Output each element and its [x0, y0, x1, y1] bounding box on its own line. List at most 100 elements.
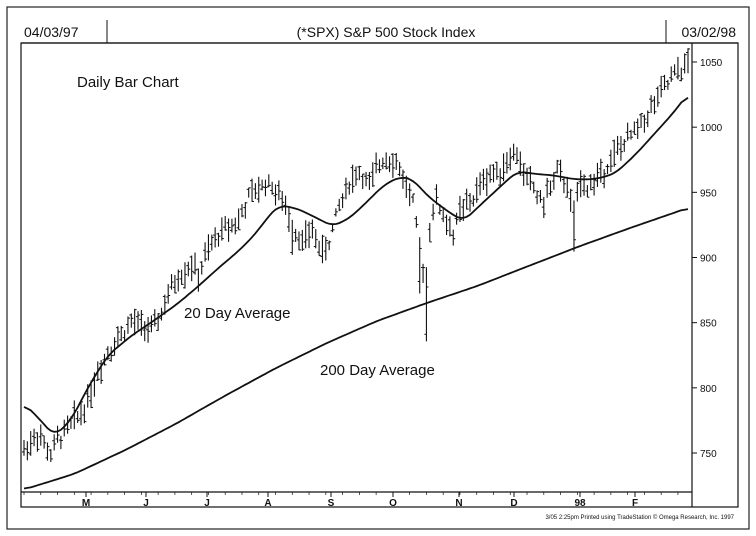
price-bar — [478, 172, 483, 196]
price-bar — [444, 214, 449, 235]
price-bar — [374, 152, 379, 174]
chart-header: 04/03/97 (*SPX) S&P 500 Stock Index 03/0… — [21, 20, 738, 44]
price-bar — [22, 440, 26, 456]
price-bar — [166, 284, 171, 304]
price-bar — [655, 86, 660, 107]
x-tick-label: J — [143, 498, 149, 509]
price-bar — [618, 135, 623, 161]
price-bar — [535, 190, 540, 205]
price-bar — [273, 184, 278, 206]
end-date: 03/02/98 — [682, 24, 737, 40]
price-bar — [481, 168, 486, 190]
annotation-20-day-average: 20 Day Average — [184, 305, 290, 322]
price-bar — [102, 353, 107, 366]
price-bar — [528, 166, 533, 191]
x-tick-label: M — [82, 498, 90, 509]
price-bar — [588, 174, 593, 191]
price-bar — [451, 229, 456, 246]
price-bar — [521, 163, 526, 186]
chart-title: (*SPX) S&P 500 Stock Index — [297, 24, 476, 40]
price-bar — [310, 219, 315, 239]
price-bar — [290, 219, 295, 255]
price-bar — [447, 216, 452, 237]
price-bar — [434, 184, 439, 205]
price-bar — [672, 64, 677, 76]
price-bar — [38, 424, 43, 446]
price-bar — [625, 122, 630, 141]
price-bar — [347, 181, 352, 195]
price-bar — [142, 321, 147, 342]
price-bar — [206, 234, 211, 261]
price-bar — [665, 79, 670, 90]
price-bar — [125, 316, 130, 334]
y-tick-label: 1050 — [700, 58, 723, 69]
price-bar — [189, 255, 194, 282]
price-bar — [45, 442, 50, 461]
price-bar — [675, 56, 680, 80]
plot-frame — [20, 42, 739, 508]
price-bar — [545, 177, 550, 198]
price-bar — [179, 269, 184, 285]
price-bar — [669, 66, 674, 82]
price-bar — [317, 240, 322, 257]
price-bar — [558, 159, 563, 182]
price-bar — [592, 173, 597, 196]
price-bar — [571, 200, 576, 252]
price-bar — [612, 139, 617, 167]
y-tick-label: 750 — [700, 449, 717, 460]
price-bar — [119, 325, 124, 342]
price-bar — [243, 202, 248, 219]
price-bar — [380, 157, 385, 170]
price-bar — [394, 152, 399, 170]
x-tick-label: N — [455, 498, 462, 509]
price-bar — [152, 309, 157, 327]
price-bars — [22, 48, 690, 462]
price-bar — [139, 309, 144, 336]
price-bar — [531, 181, 536, 194]
price-bar — [649, 95, 654, 114]
price-bar — [162, 294, 167, 315]
price-bar — [313, 229, 318, 249]
price-bar — [233, 217, 238, 235]
price-bar — [417, 237, 422, 294]
x-tick-label: A — [264, 498, 271, 509]
x-tick-label: F — [632, 498, 638, 509]
price-bar — [642, 114, 647, 133]
price-bar — [501, 153, 506, 182]
price-bar — [682, 53, 687, 74]
price-bar — [253, 183, 258, 199]
price-bar — [555, 159, 560, 174]
price-bar — [156, 313, 161, 331]
price-bar — [52, 434, 57, 451]
y-tick-label: 950 — [700, 188, 717, 199]
price-bar — [330, 224, 335, 233]
price-bar — [296, 231, 301, 251]
price-bar — [511, 143, 516, 161]
price-bar — [333, 208, 338, 217]
y-tick-label: 900 — [700, 254, 717, 265]
x-tick-label: O — [389, 498, 397, 509]
y-tick-label: 850 — [700, 319, 717, 330]
price-bar — [635, 118, 640, 139]
x-tick-label: 98 — [574, 498, 586, 509]
price-bar — [427, 222, 432, 243]
price-bar — [136, 311, 141, 330]
price-bar — [169, 274, 174, 290]
price-bar — [256, 176, 261, 203]
price-bar — [42, 435, 47, 449]
moving-average-lines — [23, 97, 689, 490]
price-bar — [146, 316, 151, 343]
price-bar — [99, 360, 104, 384]
price-bar — [132, 308, 137, 336]
price-bar — [223, 215, 228, 231]
price-bar — [659, 75, 664, 98]
price-bar — [504, 152, 509, 174]
price-bar — [582, 174, 587, 196]
price-bar — [508, 147, 513, 171]
price-bar — [575, 181, 580, 202]
price-bar — [266, 174, 271, 188]
price-bar — [65, 415, 70, 434]
price-bar — [367, 172, 372, 190]
price-bar — [112, 337, 117, 356]
price-bar — [182, 262, 187, 289]
